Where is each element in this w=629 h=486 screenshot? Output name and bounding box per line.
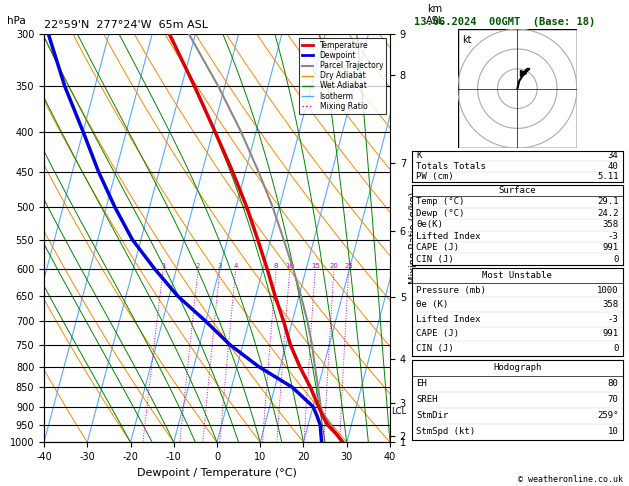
- Text: 1000: 1000: [597, 286, 618, 295]
- Text: θe(K): θe(K): [416, 220, 443, 229]
- Text: CIN (J): CIN (J): [416, 255, 454, 263]
- Text: -3: -3: [608, 232, 618, 241]
- Text: 4: 4: [233, 263, 238, 269]
- Text: StmSpd (kt): StmSpd (kt): [416, 427, 476, 436]
- Text: Temp (°C): Temp (°C): [416, 197, 465, 207]
- Text: 2: 2: [196, 263, 201, 269]
- Text: CIN (J): CIN (J): [416, 344, 454, 353]
- Text: SREH: SREH: [416, 395, 438, 404]
- Text: 991: 991: [603, 330, 618, 338]
- Text: 22°59'N  277°24'W  65m ASL: 22°59'N 277°24'W 65m ASL: [44, 20, 208, 31]
- Text: 991: 991: [603, 243, 618, 252]
- Text: Lifted Index: Lifted Index: [416, 232, 481, 241]
- Text: 10: 10: [286, 263, 294, 269]
- Text: 8: 8: [274, 263, 279, 269]
- Text: 10: 10: [608, 427, 618, 436]
- Text: 13.06.2024  00GMT  (Base: 18): 13.06.2024 00GMT (Base: 18): [414, 17, 595, 27]
- Text: LCL: LCL: [391, 407, 406, 416]
- Text: θe (K): θe (K): [416, 300, 448, 309]
- Text: 20: 20: [330, 263, 338, 269]
- X-axis label: Dewpoint / Temperature (°C): Dewpoint / Temperature (°C): [137, 468, 297, 478]
- Text: Pressure (mb): Pressure (mb): [416, 286, 486, 295]
- Text: Surface: Surface: [499, 186, 536, 195]
- Text: 0: 0: [613, 255, 618, 263]
- Text: Most Unstable: Most Unstable: [482, 271, 552, 280]
- Text: 15: 15: [311, 263, 320, 269]
- Y-axis label: Mixing Ratio (g/kg): Mixing Ratio (g/kg): [409, 192, 419, 284]
- Text: 40: 40: [608, 162, 618, 171]
- Text: CAPE (J): CAPE (J): [416, 330, 459, 338]
- Text: 358: 358: [603, 220, 618, 229]
- Text: 25: 25: [345, 263, 353, 269]
- Text: 70: 70: [608, 395, 618, 404]
- Text: 259°: 259°: [597, 411, 618, 420]
- Text: Lifted Index: Lifted Index: [416, 315, 481, 324]
- Text: 358: 358: [603, 300, 618, 309]
- Text: Totals Totals: Totals Totals: [416, 162, 486, 171]
- Text: CAPE (J): CAPE (J): [416, 243, 459, 252]
- Text: -3: -3: [608, 315, 618, 324]
- Text: 34: 34: [608, 152, 618, 160]
- Text: PW (cm): PW (cm): [416, 173, 454, 181]
- Text: Hodograph: Hodograph: [493, 363, 542, 372]
- Legend: Temperature, Dewpoint, Parcel Trajectory, Dry Adiabat, Wet Adiabat, Isotherm, Mi: Temperature, Dewpoint, Parcel Trajectory…: [299, 38, 386, 114]
- Text: © weatheronline.co.uk: © weatheronline.co.uk: [518, 474, 623, 484]
- Text: 24.2: 24.2: [597, 209, 618, 218]
- Text: 5.11: 5.11: [597, 173, 618, 181]
- Text: 3: 3: [218, 263, 222, 269]
- Text: EH: EH: [416, 379, 427, 388]
- Text: kt: kt: [462, 35, 471, 45]
- Text: K: K: [416, 152, 421, 160]
- Text: Dewp (°C): Dewp (°C): [416, 209, 465, 218]
- Text: km
ASL: km ASL: [426, 4, 444, 26]
- Text: 0: 0: [613, 344, 618, 353]
- Text: 29.1: 29.1: [597, 197, 618, 207]
- Text: 1: 1: [161, 263, 165, 269]
- Text: StmDir: StmDir: [416, 411, 448, 420]
- Text: 80: 80: [608, 379, 618, 388]
- Text: hPa: hPa: [7, 16, 26, 26]
